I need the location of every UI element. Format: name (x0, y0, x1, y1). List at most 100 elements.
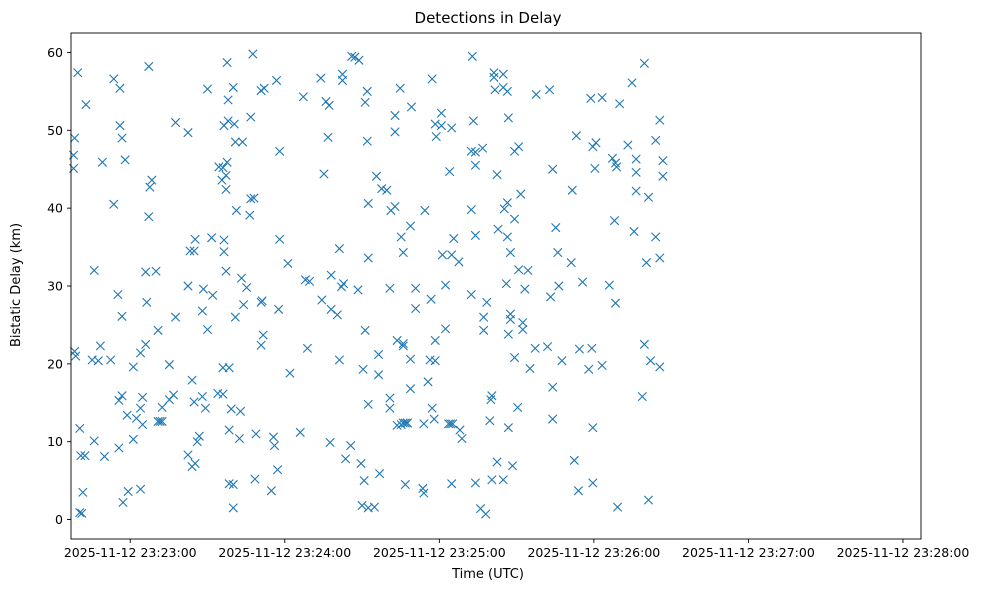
data-point (202, 84, 213, 94)
data-point (466, 205, 476, 215)
data-point (431, 131, 441, 142)
y-tick-label: 40 (47, 201, 63, 216)
data-point (502, 232, 512, 242)
data-point (141, 267, 151, 277)
data-point (482, 297, 492, 307)
data-point (302, 343, 313, 353)
data-point (427, 74, 437, 84)
data-point (363, 253, 373, 263)
data-point (153, 325, 163, 335)
data-point (631, 154, 641, 164)
data-point (71, 351, 81, 361)
data-point (274, 304, 284, 314)
data-point (272, 465, 283, 475)
data-point (77, 508, 87, 518)
data-point (398, 341, 408, 351)
data-point (436, 108, 446, 118)
data-point (609, 216, 620, 226)
data-point (395, 83, 405, 93)
data-point (525, 363, 535, 374)
data-point (455, 425, 465, 435)
data-point (256, 340, 266, 350)
data-point (639, 339, 649, 349)
data-point (405, 354, 416, 364)
data-point (470, 230, 480, 240)
data-point (168, 390, 179, 400)
data-point (520, 284, 530, 294)
data-point (228, 503, 238, 513)
data-point (144, 212, 154, 222)
data-point (551, 223, 561, 233)
data-point (147, 175, 157, 185)
data-point (157, 402, 167, 413)
data-point (502, 86, 512, 96)
data-point (356, 458, 366, 469)
data-point (317, 295, 327, 305)
data-point (117, 311, 127, 321)
data-point (259, 83, 269, 93)
data-point (499, 204, 509, 214)
data-point (153, 416, 163, 427)
data-point (346, 440, 356, 451)
data-point (544, 85, 555, 95)
data-point (492, 457, 502, 467)
data-point (89, 265, 99, 276)
data-point (229, 119, 239, 129)
data-point (487, 391, 497, 401)
data-point (354, 55, 364, 65)
data-point (95, 341, 105, 351)
data-point (118, 497, 128, 508)
data-point (373, 349, 384, 360)
data-point (610, 158, 621, 168)
data-point (99, 451, 110, 462)
data-point (615, 99, 625, 109)
data-point (466, 289, 476, 300)
y-axis: 0 10 20 30 40 50 60 (47, 45, 71, 527)
data-point (238, 300, 249, 310)
data-point (183, 128, 193, 138)
data-point (651, 135, 661, 146)
data-point (319, 169, 329, 179)
data-point (577, 277, 588, 287)
data-point (470, 147, 480, 157)
data-point (360, 97, 370, 107)
data-points (68, 49, 668, 519)
data-point (423, 377, 433, 387)
data-point (190, 234, 200, 244)
data-point (402, 418, 412, 428)
data-point (523, 265, 533, 276)
data-point (362, 136, 372, 146)
data-point (507, 461, 518, 471)
data-point (398, 418, 408, 428)
data-point (454, 257, 464, 267)
data-point (189, 246, 199, 256)
data-point (573, 486, 584, 496)
data-point (236, 273, 247, 283)
data-point (446, 419, 456, 429)
data-point (157, 416, 167, 427)
data-point (489, 72, 499, 82)
data-point (275, 234, 285, 244)
data-point (115, 121, 125, 131)
data-point (363, 399, 373, 409)
data-point (448, 419, 458, 429)
data-point (222, 57, 232, 68)
data-point (128, 434, 138, 444)
data-point (377, 184, 387, 194)
data-point (588, 142, 598, 152)
data-point (591, 138, 601, 148)
data-point (639, 58, 649, 68)
data-point (658, 156, 668, 166)
data-point (651, 232, 661, 242)
data-point (295, 427, 305, 437)
x-axis-label: Time (UTC) (451, 567, 524, 582)
data-point (113, 289, 123, 300)
data-point (221, 266, 231, 276)
data-point (588, 478, 598, 488)
data-point (430, 335, 440, 346)
data-point (481, 509, 491, 519)
data-point (145, 182, 155, 192)
data-point (557, 356, 567, 366)
data-point (554, 281, 564, 291)
data-point (221, 170, 231, 181)
